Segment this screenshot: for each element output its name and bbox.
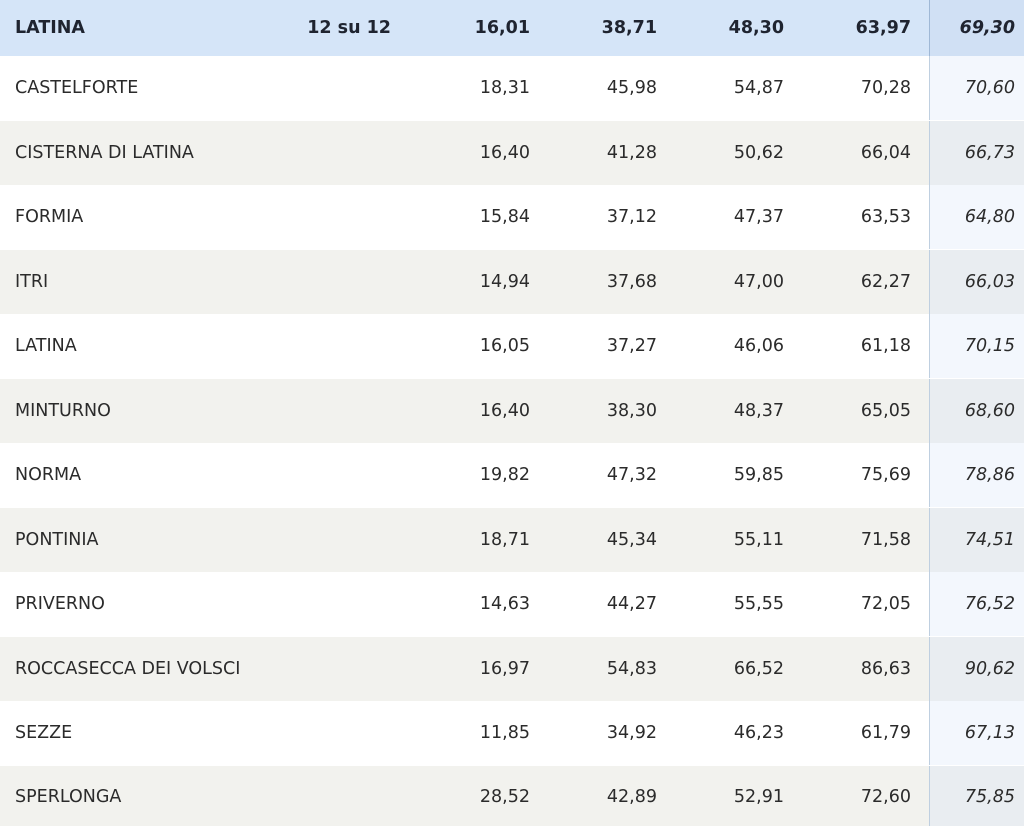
turnout-value-2: 45,34 — [606, 530, 657, 550]
previous-turnout: 74,51 — [929, 508, 1024, 572]
previous-turnout: 66,03 — [929, 250, 1024, 314]
previous-turnout: 67,13 — [929, 701, 1024, 765]
turnout-value-1: 14,94 — [479, 272, 530, 292]
turnout-value-3: 55,11 — [733, 530, 784, 550]
turnout-value-1: 16,05 — [479, 336, 530, 356]
turnout-value-1: 18,31 — [479, 78, 530, 98]
turnout-value-4: 72,60 — [860, 786, 911, 807]
turnout-value-4: 70,28 — [860, 78, 911, 98]
previous-turnout: 78,86 — [929, 443, 1024, 507]
turnout-value-3: 46,06 — [733, 336, 784, 356]
turnout-value-3: 59,85 — [733, 465, 784, 485]
table-row[interactable]: MINTURNO 16,40 38,30 48,37 65,05 68,60 — [0, 379, 1024, 443]
turnout-value-1: 15,84 — [479, 207, 530, 227]
municipality-name: PONTINIA — [15, 530, 99, 550]
turnout-value-1: 11,85 — [479, 723, 530, 743]
turnout-value-3: 47,00 — [733, 272, 784, 292]
turnout-value-1: 16,40 — [479, 143, 530, 163]
previous-turnout: 70,60 — [929, 56, 1024, 120]
previous-turnout: 68,60 — [929, 379, 1024, 443]
turnout-value-2: 37,68 — [606, 272, 657, 292]
turnout-value-3: 48,37 — [733, 401, 784, 421]
municipality-name: LATINA — [15, 336, 77, 356]
turnout-value-3: 47,37 — [733, 207, 784, 227]
turnout-value-4: 71,58 — [860, 530, 911, 550]
table-row[interactable]: NORMA 19,82 47,32 59,85 75,69 78,86 — [0, 443, 1024, 507]
turnout-value-4: 63,53 — [860, 207, 911, 227]
province-name: LATINA — [15, 18, 85, 38]
turnout-value-4: 66,04 — [860, 143, 911, 163]
turnout-value-2: 42,89 — [606, 786, 657, 807]
previous-turnout: 75,85 — [929, 766, 1024, 826]
table-row[interactable]: LATINA 16,05 37,27 46,06 61,18 70,15 — [0, 314, 1024, 378]
municipality-name: CASTELFORTE — [15, 78, 139, 98]
turnout-value-1: 16,40 — [479, 401, 530, 421]
turnout-value-1: 14,63 — [479, 594, 530, 614]
municipality-name: FORMIA — [15, 207, 84, 227]
table-row[interactable]: PONTINIA 18,71 45,34 55,11 71,58 74,51 — [0, 508, 1024, 572]
turnout-value-4: 61,79 — [860, 723, 911, 743]
sections-count: 12 su 12 — [307, 18, 391, 38]
turnout-value-2: 38,30 — [606, 401, 657, 421]
turnout-value-1: 18,71 — [479, 530, 530, 550]
previous-turnout: 64,80 — [929, 185, 1024, 249]
turnout-value-3: 54,87 — [733, 78, 784, 98]
previous-turnout: 69,30 — [929, 0, 1024, 56]
turnout-value-2: 47,32 — [606, 465, 657, 485]
municipality-name: MINTURNO — [15, 401, 111, 421]
table-row[interactable]: SPERLONGA 28,52 42,89 52,91 72,60 75,85 — [0, 766, 1024, 826]
turnout-value-2: 38,71 — [601, 18, 657, 38]
turnout-value-3: 66,52 — [733, 659, 784, 679]
turnout-value-3: 52,91 — [733, 786, 784, 807]
municipality-name: ROCCASECCA DEI VOLSCI — [15, 659, 241, 679]
province-summary-row[interactable]: LATINA 12 su 12 16,01 38,71 48,30 63,97 … — [0, 0, 1024, 56]
table-row[interactable]: CASTELFORTE 18,31 45,98 54,87 70,28 70,60 — [0, 56, 1024, 120]
previous-turnout: 76,52 — [929, 572, 1024, 636]
turnout-value-2: 41,28 — [606, 143, 657, 163]
turnout-value-3: 46,23 — [733, 723, 784, 743]
previous-turnout: 70,15 — [929, 314, 1024, 378]
table-row[interactable]: ITRI 14,94 37,68 47,00 62,27 66,03 — [0, 250, 1024, 314]
table-row[interactable]: SEZZE 11,85 34,92 46,23 61,79 67,13 — [0, 701, 1024, 765]
turnout-value-1: 16,01 — [474, 18, 530, 38]
turnout-value-4: 65,05 — [860, 401, 911, 421]
table-row[interactable]: PRIVERNO 14,63 44,27 55,55 72,05 76,52 — [0, 572, 1024, 636]
turnout-value-4: 75,69 — [860, 465, 911, 485]
previous-turnout: 90,62 — [929, 637, 1024, 701]
turnout-value-1: 28,52 — [479, 786, 530, 807]
municipality-name: NORMA — [15, 465, 82, 485]
turnout-value-4: 61,18 — [860, 336, 911, 356]
turnout-value-3: 55,55 — [733, 594, 784, 614]
municipality-name: SEZZE — [15, 723, 73, 743]
previous-turnout: 66,73 — [929, 121, 1024, 185]
turnout-value-1: 19,82 — [479, 465, 530, 485]
municipality-name: CISTERNA DI LATINA — [15, 143, 194, 163]
turnout-value-3: 50,62 — [733, 143, 784, 163]
municipality-name: SPERLONGA — [15, 786, 122, 807]
table-row[interactable]: ROCCASECCA DEI VOLSCI 16,97 54,83 66,52 86,6… — [0, 637, 1024, 701]
turnout-value-4: 63,97 — [855, 18, 911, 38]
turnout-value-2: 37,27 — [606, 336, 657, 356]
turnout-value-4: 62,27 — [860, 272, 911, 292]
turnout-value-4: 86,63 — [860, 659, 911, 679]
table-row[interactable]: CISTERNA DI LATINA 16,40 41,28 50,62 66,04 66… — [0, 121, 1024, 185]
turnout-value-2: 37,12 — [606, 207, 657, 227]
table-row[interactable]: FORMIA 15,84 37,12 47,37 63,53 64,80 — [0, 185, 1024, 249]
turnout-value-2: 44,27 — [606, 594, 657, 614]
turnout-value-2: 45,98 — [606, 78, 657, 98]
turnout-value-2: 34,92 — [606, 723, 657, 743]
turnout-value-2: 54,83 — [606, 659, 657, 679]
municipality-name: PRIVERNO — [15, 594, 105, 614]
turnout-value-1: 16,97 — [479, 659, 530, 679]
turnout-value-3: 48,30 — [728, 18, 784, 38]
turnout-value-4: 72,05 — [860, 594, 911, 614]
municipality-name: ITRI — [15, 272, 49, 292]
